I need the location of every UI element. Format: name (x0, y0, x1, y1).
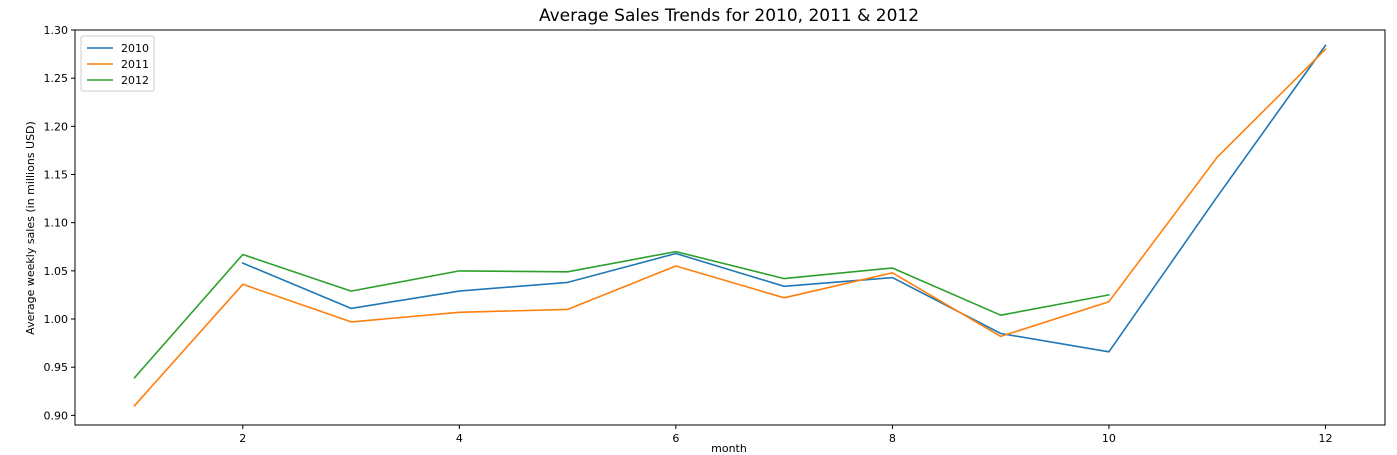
x-tick-label: 12 (1318, 432, 1332, 445)
y-tick-label: 1.05 (44, 265, 69, 278)
plot-frame (74, 29, 1386, 426)
y-tick-label: 0.90 (44, 409, 69, 422)
y-axis-label: Average weekly sales (in millions USD) (24, 121, 37, 335)
legend: 2010 2011 2012 (80, 35, 155, 92)
y-tick-label: 1.30 (44, 24, 69, 37)
x-tick-label: 6 (672, 432, 679, 445)
y-tick-label: 1.00 (44, 313, 69, 326)
plot-area (74, 29, 1386, 426)
y-tick-label: 1.25 (44, 72, 69, 85)
x-tick-label: 2 (239, 432, 246, 445)
y-tick-label: 1.15 (44, 169, 69, 182)
legend-label-2011: 2011 (121, 58, 149, 71)
series-line-2011 (133, 48, 1327, 407)
series-layer (133, 44, 1327, 407)
series-line-2012 (133, 250, 1110, 379)
series-line-2010 (241, 44, 1327, 353)
x-tick-label: 4 (456, 432, 463, 445)
legend-box (80, 35, 155, 92)
legend-label-2010: 2010 (121, 42, 149, 55)
x-tick-label: 8 (889, 432, 896, 445)
x-axis-label: month (711, 442, 747, 455)
y-tick-label: 1.20 (44, 120, 69, 133)
x-tick-label: 10 (1102, 432, 1116, 445)
x-axis: 2 4 6 8 10 12 (239, 425, 1332, 445)
y-tick-label: 1.10 (44, 217, 69, 230)
legend-label-2012: 2012 (121, 74, 149, 87)
y-axis: 0.90 0.95 1.00 1.05 1.10 1.15 1.20 1.25 1.30 (44, 24, 75, 422)
y-tick-label: 0.95 (44, 361, 69, 374)
chart-title: Average Sales Trends for 2010, 2011 & 20… (539, 6, 919, 26)
